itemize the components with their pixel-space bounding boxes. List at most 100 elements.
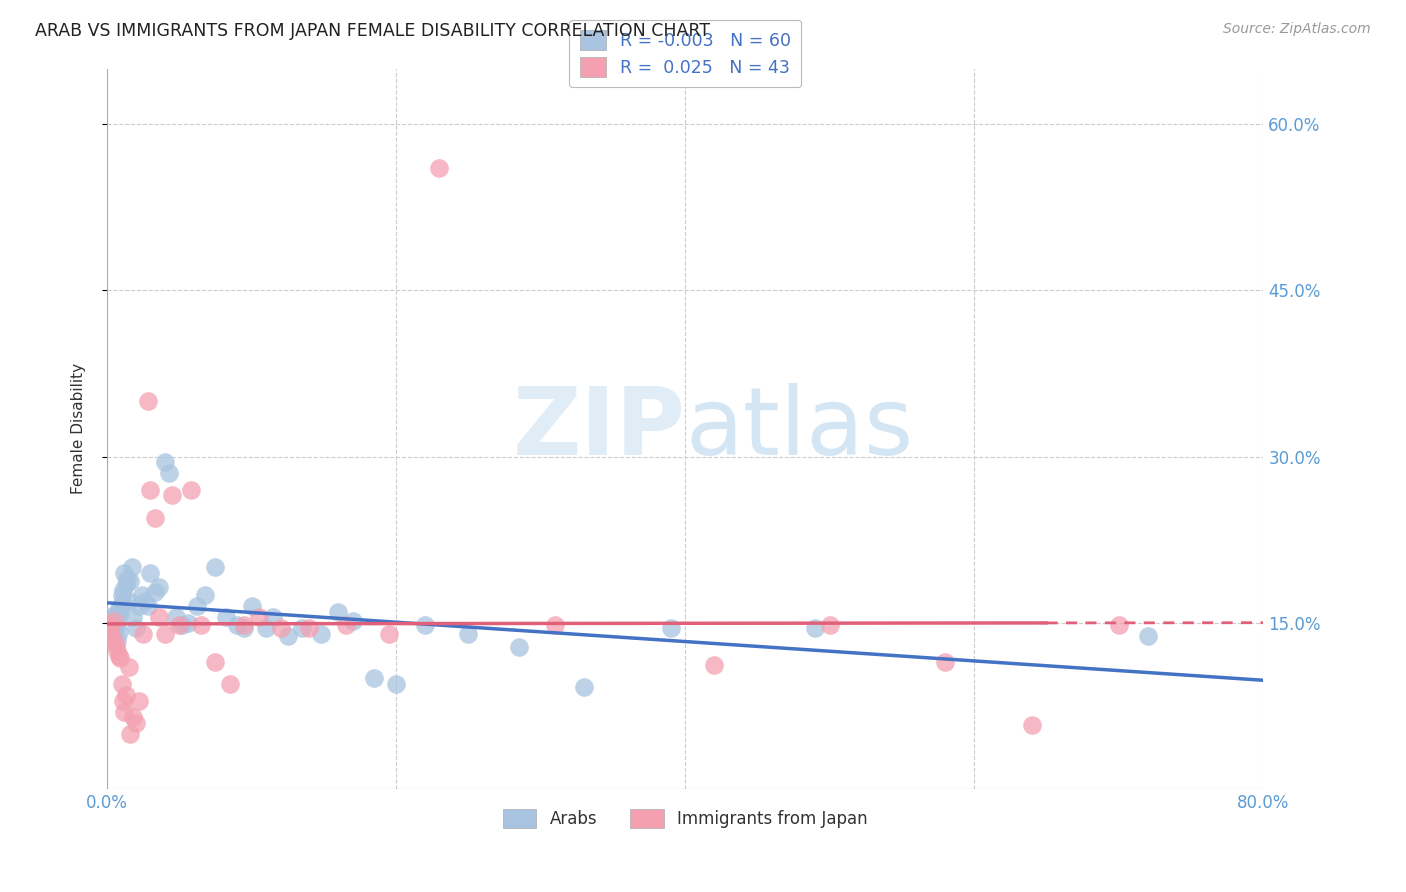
Point xyxy=(169,618,191,632)
Point xyxy=(1021,718,1043,732)
Point xyxy=(190,618,212,632)
Point xyxy=(103,614,125,628)
Point xyxy=(104,638,127,652)
Point xyxy=(115,688,138,702)
Point xyxy=(97,618,120,632)
Point xyxy=(148,581,170,595)
Point xyxy=(128,599,150,614)
Point xyxy=(136,394,159,409)
Text: ARAB VS IMMIGRANTS FROM JAPAN FEMALE DISABILITY CORRELATION CHART: ARAB VS IMMIGRANTS FROM JAPAN FEMALE DIS… xyxy=(35,22,710,40)
Point xyxy=(118,660,141,674)
Point xyxy=(132,627,155,641)
Point xyxy=(328,605,350,619)
Point xyxy=(309,627,332,641)
Point xyxy=(103,614,125,628)
Point xyxy=(131,588,153,602)
Point xyxy=(97,618,120,632)
Point xyxy=(110,596,132,610)
Point xyxy=(122,710,145,724)
Point xyxy=(118,593,141,607)
Point xyxy=(457,627,479,641)
Point xyxy=(117,572,139,586)
Point xyxy=(342,614,364,628)
Point xyxy=(98,622,121,636)
Point xyxy=(104,610,127,624)
Point xyxy=(1108,618,1130,632)
Point xyxy=(136,599,159,614)
Point xyxy=(153,627,176,641)
Point xyxy=(413,618,436,632)
Point xyxy=(254,622,277,636)
Point xyxy=(143,585,166,599)
Point xyxy=(143,510,166,524)
Point xyxy=(177,615,200,630)
Text: Source: ZipAtlas.com: Source: ZipAtlas.com xyxy=(1223,22,1371,37)
Point xyxy=(172,618,194,632)
Point xyxy=(110,588,132,602)
Point xyxy=(128,693,150,707)
Point xyxy=(1136,629,1159,643)
Point xyxy=(105,632,128,647)
Legend: Arabs, Immigrants from Japan: Arabs, Immigrants from Japan xyxy=(496,803,875,835)
Point xyxy=(204,655,226,669)
Point xyxy=(105,605,128,619)
Point xyxy=(111,582,134,597)
Text: ZIP: ZIP xyxy=(512,383,685,475)
Point xyxy=(270,622,292,636)
Point xyxy=(108,607,131,621)
Point xyxy=(165,610,187,624)
Point xyxy=(101,624,124,638)
Point xyxy=(291,622,314,636)
Point xyxy=(108,601,131,615)
Point xyxy=(105,643,128,657)
Point xyxy=(148,610,170,624)
Point xyxy=(247,610,270,624)
Point xyxy=(934,655,956,669)
Point xyxy=(335,618,357,632)
Point xyxy=(108,651,131,665)
Point xyxy=(125,715,148,730)
Point xyxy=(111,693,134,707)
Point xyxy=(233,622,256,636)
Point xyxy=(363,671,385,685)
Point xyxy=(122,610,145,624)
Point xyxy=(103,627,125,641)
Point xyxy=(101,632,124,647)
Point xyxy=(194,588,217,602)
Point xyxy=(115,577,138,591)
Point xyxy=(139,566,162,580)
Point xyxy=(160,488,183,502)
Point xyxy=(703,658,725,673)
Point xyxy=(818,618,841,632)
Point xyxy=(204,560,226,574)
Point xyxy=(107,649,129,664)
Point xyxy=(804,622,827,636)
Point xyxy=(104,619,127,633)
Point xyxy=(378,627,401,641)
Point xyxy=(659,622,682,636)
Point xyxy=(277,629,299,643)
Point xyxy=(100,610,122,624)
Point xyxy=(157,467,180,481)
Point xyxy=(112,705,135,719)
Y-axis label: Female Disability: Female Disability xyxy=(72,363,86,494)
Point xyxy=(112,566,135,580)
Point xyxy=(572,680,595,694)
Point xyxy=(121,560,143,574)
Point xyxy=(120,574,142,588)
Point xyxy=(139,483,162,497)
Point xyxy=(508,640,530,655)
Point xyxy=(153,455,176,469)
Point xyxy=(544,618,567,632)
Point xyxy=(100,615,122,630)
Point xyxy=(214,610,236,624)
Point xyxy=(385,677,408,691)
Point xyxy=(100,627,122,641)
Text: atlas: atlas xyxy=(685,383,914,475)
Point xyxy=(186,599,208,614)
Point xyxy=(120,727,142,741)
Point xyxy=(107,624,129,639)
Point xyxy=(134,593,156,607)
Point xyxy=(98,622,121,636)
Point xyxy=(262,610,284,624)
